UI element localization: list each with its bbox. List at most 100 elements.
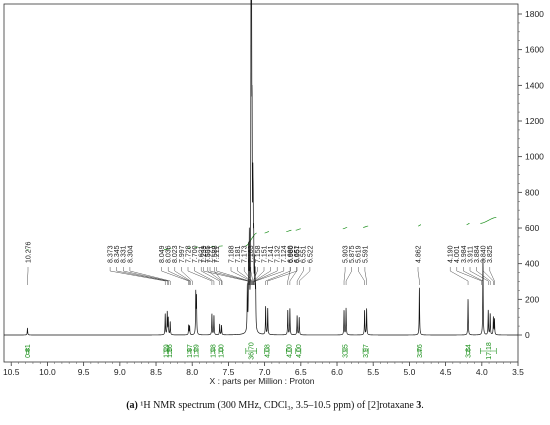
peak-label: 6.651 (294, 245, 301, 263)
integral-curve (342, 227, 348, 230)
caption-panel-letter: (a) (126, 400, 138, 411)
integral-value: 3.95 (342, 344, 349, 358)
peak-label-leader (463, 267, 484, 285)
peak-label-leader (27, 267, 29, 285)
peak-label: 7.221 (207, 245, 214, 263)
peak-label: 3.884 (474, 245, 481, 263)
peak-label: 7.588 (212, 245, 219, 263)
peak-label-leader (161, 267, 189, 285)
peak-label-leader (207, 267, 222, 285)
peak-label-leader (201, 267, 220, 285)
peak-label: 6.957 (294, 245, 301, 263)
peak-label-leader (287, 267, 291, 285)
x-tick-label: 6.0 (331, 367, 343, 377)
peak-label: 7.997 (179, 245, 186, 263)
plot-frame (3, 3, 519, 363)
peak-label: 6.551 (301, 245, 308, 263)
peak-label-leader (267, 267, 298, 285)
peak-label-leader (237, 267, 252, 285)
peak-label: 7.124 (281, 245, 288, 263)
integral-value: 1.96 (167, 344, 174, 358)
peak-label-leader (289, 267, 297, 285)
peak-label-leader (194, 267, 215, 285)
peak-label-leader (489, 267, 495, 285)
integral-value: 0.81 (25, 344, 32, 358)
peak-label-leader (123, 267, 169, 285)
x-tick-label: 5.0 (403, 367, 415, 377)
x-tick-label: 4.0 (476, 367, 488, 377)
integral-curve (286, 229, 292, 232)
peak-label: 7.141 (268, 245, 275, 263)
y-tick-label: 1400 (525, 80, 544, 90)
x-tick-label: 5.5 (367, 367, 379, 377)
peak-label-leader (252, 267, 258, 285)
peak-label-leader (450, 267, 469, 285)
peak-label-leader (299, 267, 311, 285)
integral-curve (418, 224, 422, 227)
peak-label-leader (364, 267, 367, 285)
peak-label: 3.840 (481, 245, 488, 263)
integral-value: 3.97 (363, 344, 370, 358)
integral-value: 1.97 (187, 344, 194, 358)
y-tick-label: 600 (525, 223, 539, 233)
caption-text: ¹H NMR spectrum (300 MHz, CDCl₃, 3.5–10.… (137, 400, 417, 411)
peak-label: 6.522 (307, 245, 314, 263)
peak-label: 7.181 (235, 245, 242, 263)
peak-label: 6.986 (288, 245, 295, 263)
integral-value: 4.00 (296, 344, 303, 358)
integral-value: 17.18 (486, 342, 493, 360)
integral-curve (480, 217, 497, 224)
peak-label: 7.211 (214, 246, 221, 263)
peak-label-leader (203, 267, 248, 285)
peak-label-leader (230, 267, 252, 285)
peak-label: 6.680 (288, 245, 295, 263)
peak-label-leader (116, 267, 168, 285)
x-tick-label: 4.5 (440, 367, 452, 377)
peak-label: 8.023 (172, 245, 179, 263)
peak-label: 3.911 (467, 246, 474, 263)
peak-label-leader (181, 267, 193, 285)
peak-label: 4.001 (454, 245, 461, 263)
caption-end: . (421, 400, 424, 411)
peak-label-leader (265, 267, 291, 285)
peak-label: 5.591 (362, 245, 369, 263)
peak-label: 7.239 (201, 245, 208, 263)
integral-value: 1.99 (164, 344, 171, 358)
peak-label-leader (345, 267, 352, 285)
x-tick-label: 6.5 (295, 367, 307, 377)
integral-curve (466, 223, 470, 226)
peak-label: 5.903 (343, 245, 350, 263)
peak-label: 7.595 (205, 245, 212, 263)
peak-label: 7.151 (261, 245, 268, 263)
peak-label-leader (174, 267, 191, 285)
integral-value: 1.99 (194, 344, 201, 358)
peak-label: 7.163 (248, 245, 255, 263)
peak-label-leader (187, 267, 213, 285)
peak-label: 4.862 (415, 245, 422, 263)
x-tick-label: 7.5 (223, 367, 235, 377)
peak-label-leader (244, 267, 253, 285)
peak-label-leader (109, 267, 166, 285)
integral-curve (187, 247, 191, 249)
y-tick-label: 1200 (525, 116, 544, 126)
peak-label: 7.728 (185, 245, 192, 263)
peak-label: 7.188 (228, 245, 235, 263)
integral-curve (363, 225, 369, 228)
peak-label-leader (168, 267, 190, 285)
peak-label-leader (255, 267, 284, 285)
peak-label-leader (456, 267, 482, 285)
figure-caption: (a) ¹H NMR spectrum (300 MHz, CDCl₃, 3.5… (0, 400, 550, 411)
peak-label: 7.132 (275, 245, 282, 263)
peak-label: 7.173 (242, 245, 249, 263)
spectrum-trace (4, 0, 518, 336)
y-tick-label: 1000 (525, 152, 544, 162)
integral-value: 4.08 (264, 344, 271, 358)
x-tick-label: 8.0 (186, 367, 198, 377)
x-axis-title: X : parts per Million : Proton (210, 376, 315, 386)
peak-label-leader (129, 267, 171, 285)
peak-label: 7.700 (192, 245, 199, 263)
peak-label-leader (214, 267, 223, 285)
peak-label-leader (254, 267, 271, 285)
integral-curve (167, 247, 172, 250)
x-tick-label: 3.5 (512, 367, 524, 377)
